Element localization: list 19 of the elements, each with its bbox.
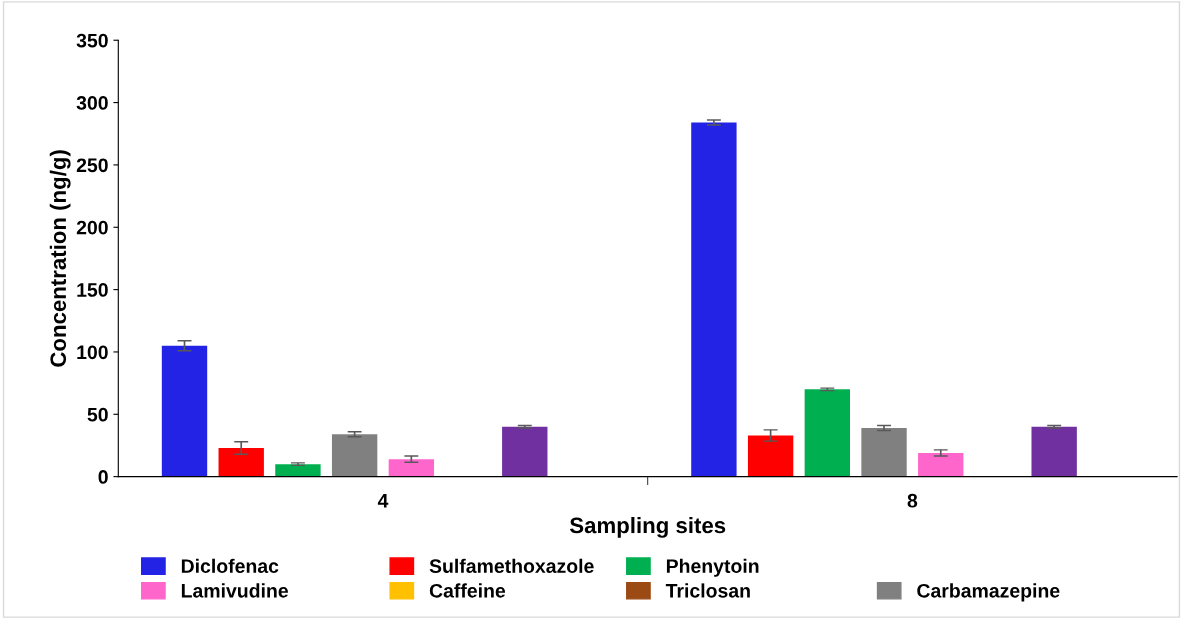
y-tick-label: 150 — [77, 283, 108, 297]
y-tick-label: 350 — [76, 33, 108, 48]
legend-label: Diclofenac — [181, 558, 279, 574]
y-tick-label: 0 — [98, 470, 108, 484]
y-tick-label: 250 — [76, 158, 108, 173]
y-tick-label: 300 — [76, 96, 108, 110]
y-tick-label: 100 — [77, 345, 108, 360]
x-tick-label: 4 — [377, 494, 389, 508]
y-axis-title: Concentration (ng/g) — [49, 150, 71, 367]
y-tick-label: 200 — [76, 220, 108, 235]
legend-label: Caffeine — [429, 583, 506, 598]
legend-label: Carbamazepine — [917, 583, 1060, 602]
legend-label: Phenytoin — [666, 558, 759, 577]
y-tick-label: 50 — [87, 407, 108, 422]
legend-label: Sulfamethoxazole — [429, 558, 594, 574]
legend-label: Lamivudine — [181, 583, 288, 598]
x-tick-label: 8 — [907, 493, 918, 508]
x-axis-title: Sampling sites — [569, 516, 726, 538]
legend-label: Triclosan — [665, 583, 750, 598]
